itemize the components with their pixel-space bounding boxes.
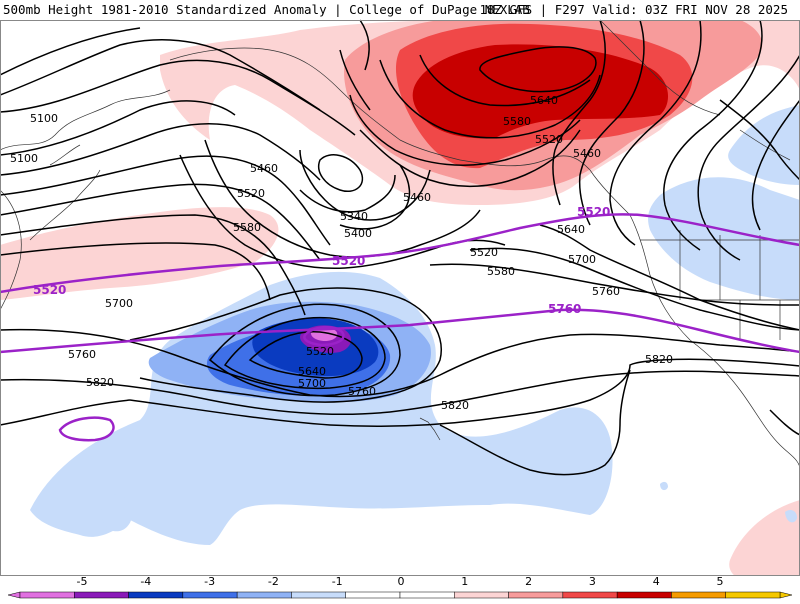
colorbar-bin bbox=[74, 591, 129, 599]
contour-label: 5700 bbox=[568, 253, 596, 266]
colorbar-arrow-left bbox=[7, 591, 21, 599]
negative-anomaly-light bbox=[30, 271, 613, 545]
contour-label: 5640 bbox=[298, 365, 326, 378]
colorbar-tick-label: -4 bbox=[140, 575, 151, 588]
contour-label: 5340 bbox=[340, 210, 368, 223]
colorbar-bin bbox=[236, 591, 292, 599]
colorbar-bin bbox=[562, 591, 618, 599]
highlight-contour-label: 5520 bbox=[33, 283, 66, 297]
colorbar-tick-label: 5 bbox=[717, 575, 724, 588]
colorbar-bin bbox=[345, 591, 401, 599]
contour-label: 5520 bbox=[306, 345, 334, 358]
colorbar-tick-label: -5 bbox=[77, 575, 88, 588]
contour-label: 5520 bbox=[470, 246, 498, 259]
highlight-contour-label: 5520 bbox=[332, 254, 365, 268]
negative-anomaly-small-se bbox=[660, 481, 668, 491]
contour-label: 5700 bbox=[105, 297, 133, 310]
colorbar-bin bbox=[128, 591, 184, 599]
colorbar-bin bbox=[671, 591, 726, 599]
contour-label: 5760 bbox=[348, 385, 376, 398]
colorbar-bin bbox=[454, 591, 509, 599]
contour-label: 5820 bbox=[86, 376, 114, 389]
colorbar-bin bbox=[725, 591, 781, 599]
colorbar-bin bbox=[399, 591, 455, 599]
negative-anomaly-small-west bbox=[100, 494, 133, 532]
highlight-contours bbox=[0, 213, 800, 442]
colorbar-tick-label: 3 bbox=[589, 575, 596, 588]
colorbar-tick-label: -3 bbox=[204, 575, 215, 588]
negative-anomaly-small-se2 bbox=[785, 510, 797, 523]
contour-label: 5820 bbox=[441, 399, 469, 412]
colorbar-tick-label: 2 bbox=[525, 575, 532, 588]
colorbar-tick-label: 0 bbox=[398, 575, 405, 588]
model-run-info: 18Z GFS | F297 Valid: 03Z FRI NOV 28 202… bbox=[479, 2, 788, 17]
contour-label: 5460 bbox=[403, 191, 431, 204]
positive-anomaly-se bbox=[729, 500, 800, 576]
height-contours bbox=[0, 19, 800, 476]
highlight-label-group: 5520 5520 5520 5760 bbox=[33, 205, 610, 316]
contour-label: 5100 bbox=[10, 152, 38, 165]
colorbar-bin bbox=[291, 591, 346, 599]
coastlines bbox=[0, 19, 800, 471]
positive-anomaly-west bbox=[0, 207, 279, 300]
contour-label: 5760 bbox=[592, 285, 620, 298]
contour-5520 bbox=[0, 213, 800, 294]
contour-label: 5580 bbox=[503, 115, 531, 128]
colorbar: -5 -4 -3 -2 -1 0 1 2 3 4 5 bbox=[7, 575, 793, 599]
highlight-contour-label: 5520 bbox=[577, 205, 610, 219]
colorbar-arrow-right bbox=[779, 591, 793, 599]
negative-anomaly-light-east bbox=[648, 177, 800, 300]
highlight-contour-label: 5760 bbox=[548, 302, 581, 316]
colorbar-bin bbox=[19, 591, 75, 599]
colorbar-tick-label: 4 bbox=[653, 575, 660, 588]
contour-label: 5580 bbox=[487, 265, 515, 278]
contour-label: 5640 bbox=[530, 94, 558, 107]
contour-label: 5700 bbox=[298, 377, 326, 390]
contour-label: 5460 bbox=[573, 147, 601, 160]
colorbar-tick-label: 1 bbox=[461, 575, 468, 588]
contour-label: 5460 bbox=[250, 162, 278, 175]
contour-label: 5520 bbox=[535, 133, 563, 146]
colorbar-tick-label: -1 bbox=[332, 575, 343, 588]
colorbar-bin bbox=[182, 591, 238, 599]
contour-label: 5640 bbox=[557, 223, 585, 236]
contour-5520-low bbox=[303, 325, 345, 347]
contour-label: 5520 bbox=[237, 187, 265, 200]
anomaly-shading bbox=[0, 20, 800, 576]
colorbar-tick-label: -2 bbox=[268, 575, 279, 588]
contour-label: 5820 bbox=[645, 353, 673, 366]
contour-5760 bbox=[0, 308, 800, 354]
contour-label: 5100 bbox=[30, 112, 58, 125]
contour-label: 5760 bbox=[68, 348, 96, 361]
contour-label: 5580 bbox=[233, 221, 261, 234]
colorbar-bin bbox=[616, 591, 672, 599]
contour-label: 5400 bbox=[344, 227, 372, 240]
contour-small-loop bbox=[58, 416, 115, 442]
colorbar-bin bbox=[508, 591, 564, 599]
map-title: 500mb Height 1981-2010 Standardized Anom… bbox=[3, 2, 530, 17]
contour-label-group: 5100 5100 5460 5520 5580 5340 5400 5460 … bbox=[10, 94, 673, 412]
